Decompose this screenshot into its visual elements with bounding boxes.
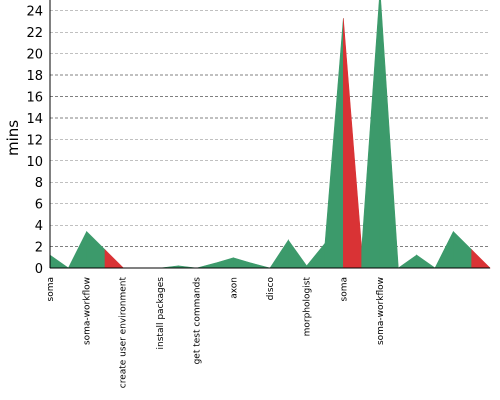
y-tick-label: 16 [26,90,43,105]
x-tick-label: disco [266,277,276,301]
y-tick-label: 0 [35,262,43,277]
area-segment-success [324,18,344,269]
area-segment-success [269,239,289,269]
y-tick-label: 24 [26,5,43,20]
y-tick-label: 4 [35,219,43,234]
y-tick-label: 12 [26,133,43,148]
area-segment-success [86,230,106,269]
x-tick-label: soma [46,277,56,301]
area-segment-success [397,254,417,269]
area-segment-success [67,231,87,269]
y-tick-label: 6 [35,198,43,213]
area-segment-success [434,231,454,269]
x-tick-label: soma-workflow [376,277,386,345]
y-tick-label: 10 [26,155,43,170]
area-segment-failure [471,249,491,269]
area-segment-success [288,239,307,269]
x-tick-label: axon [229,277,239,299]
area-segment-success [214,257,234,269]
area-segment-success [233,257,252,269]
area-segment-success [306,242,326,269]
area-segment-success [453,230,472,269]
y-tick-label: 8 [35,176,43,191]
x-tick-label: create user environment [118,277,128,389]
area-segment-failure [104,249,125,269]
y-axis-title: mins [4,120,22,156]
x-tick-labels: soma soma-workflow create user environment… [46,277,386,389]
x-tick-label: morphologist [303,277,313,337]
y-tick-label: 2 [35,241,43,256]
y-tick-label: 18 [26,69,43,84]
x-tick-label: get test commands [193,277,203,365]
area-segment-success [251,262,271,269]
area-segment-success [361,0,381,269]
axes [49,0,490,269]
grid-lines [50,10,490,247]
x-tick-label: soma-workflow [83,277,93,345]
area-series [49,0,491,269]
area-segment-success [196,262,216,269]
y-tick-label: 20 [26,48,43,63]
x-tick-label: soma [339,277,349,301]
x-tick-label: install packages [156,277,166,350]
area-segment-success [49,254,70,269]
area-segment-failure [343,18,362,269]
area-segment-success [416,254,436,269]
area-segment-success [379,0,399,269]
y-tick-label: 14 [26,112,43,127]
y-tick-label: 22 [26,26,43,41]
